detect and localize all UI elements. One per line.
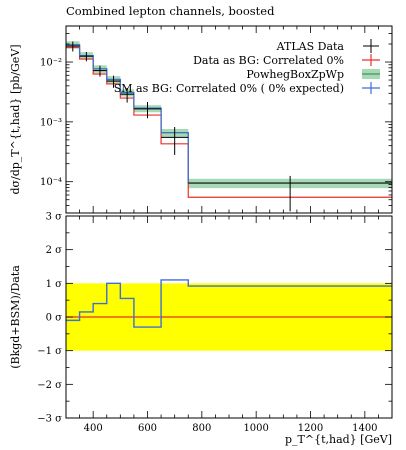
- x-axis-label: p_T^{t,had} [GeV]: [285, 433, 392, 446]
- legend-label: Data as BG: Correlated 0%: [193, 54, 344, 67]
- x-tick-label: 1200: [298, 423, 323, 434]
- legend-label: ATLAS Data: [276, 40, 345, 53]
- ratio-y-tick-label: 3 σ: [46, 212, 63, 223]
- ratio-y-tick-label: −3 σ: [37, 414, 62, 425]
- legend-label: SM as BG: Correlated 0% ( 0% expected): [114, 82, 344, 95]
- ratio-y-tick-label: 1 σ: [46, 279, 63, 290]
- ratio-panel: 3 σ 2 σ 1 σ 0 σ −1 σ −2 σ −3 σ 400 600 800 1000 120…: [9, 212, 393, 446]
- x-tick-label: 800: [192, 423, 211, 434]
- y-tick-label: 10⁻⁴: [40, 177, 62, 188]
- y-tick-label: 10⁻³: [40, 117, 62, 128]
- x-tick-label: 400: [84, 423, 103, 434]
- ratio-y-tick-label: −1 σ: [37, 346, 62, 357]
- y-tick-label: 10⁻²: [40, 58, 62, 69]
- x-tick-label: 1400: [352, 423, 377, 434]
- ratio-y-axis-label: (Bkgd+BSM)/Data: [9, 265, 22, 369]
- chart-title: Combined lepton channels, boosted: [66, 4, 275, 18]
- y-axis-label: dσ/dp_T^{t,had} [pb/GeV]: [9, 44, 22, 194]
- legend-label: PowhegBoxZpWp: [246, 68, 344, 81]
- x-tick-label: 1000: [243, 423, 268, 434]
- ratio-sm-as-bg-line: [66, 279, 392, 328]
- ratio-y-tick-label: 0 σ: [46, 313, 63, 324]
- ratio-y-tick-label: 2 σ: [46, 245, 63, 256]
- main-panel: 10⁻² 10⁻³ 10⁻⁴ dσ/dp_T^{t,had} [pb/GeV] ATLA…: [9, 25, 393, 214]
- ratio-y-tick-label: −2 σ: [37, 380, 62, 391]
- x-tick-label: 600: [138, 423, 157, 434]
